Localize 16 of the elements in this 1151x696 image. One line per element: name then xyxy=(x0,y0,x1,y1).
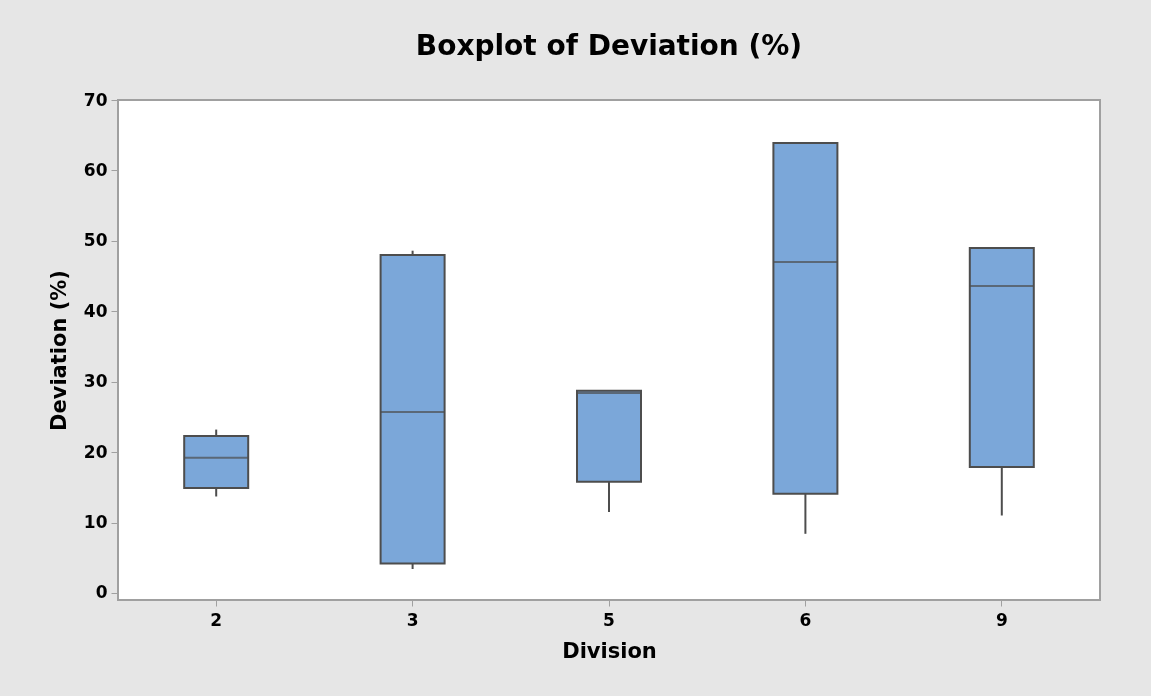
x-tick-label: 6 xyxy=(799,609,812,630)
y-tick-label: 60 xyxy=(83,159,108,180)
x-tick-label: 3 xyxy=(406,609,419,630)
y-tick-label: 50 xyxy=(83,230,108,251)
y-tick-label: 70 xyxy=(83,89,108,110)
y-tick-label: 10 xyxy=(83,512,108,533)
x-tick-label: 5 xyxy=(603,609,615,630)
y-axis-title: Deviation (%) xyxy=(46,270,71,431)
x-tick-label: 2 xyxy=(210,609,223,630)
chart-title: Boxplot of Deviation (%) xyxy=(415,29,803,62)
y-tick-label: 40 xyxy=(83,300,108,321)
y-tick-label: 30 xyxy=(83,371,108,392)
y-tick-label: 20 xyxy=(83,441,108,462)
x-axis-title: Division xyxy=(562,638,657,663)
x-tick-label: 9 xyxy=(995,609,1008,630)
y-tick-label: 0 xyxy=(95,582,108,603)
